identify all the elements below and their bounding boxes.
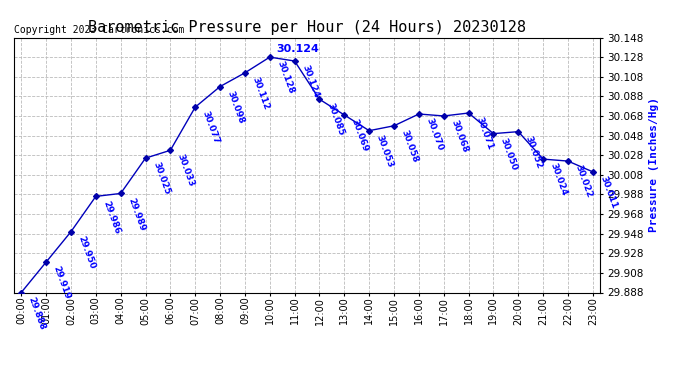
Text: 30.011: 30.011 [598, 175, 619, 210]
Text: 29.888: 29.888 [27, 295, 47, 331]
Text: 30.024: 30.024 [549, 162, 569, 197]
Text: 30.068: 30.068 [449, 119, 469, 154]
Text: 30.069: 30.069 [350, 118, 370, 153]
Text: 29.950: 29.950 [77, 234, 97, 270]
Text: 29.986: 29.986 [101, 199, 121, 235]
Text: 30.071: 30.071 [474, 116, 495, 151]
Text: 30.025: 30.025 [151, 161, 171, 196]
Text: 30.098: 30.098 [226, 89, 246, 125]
Text: 30.070: 30.070 [424, 117, 444, 152]
Text: 30.085: 30.085 [325, 102, 345, 138]
Title: Barometric Pressure per Hour (24 Hours) 20230128: Barometric Pressure per Hour (24 Hours) … [88, 20, 526, 35]
Text: 30.124: 30.124 [300, 64, 320, 99]
Text: 30.053: 30.053 [375, 134, 395, 169]
Text: 30.077: 30.077 [201, 110, 221, 146]
Text: 30.128: 30.128 [275, 60, 295, 95]
Text: 29.919: 29.919 [52, 265, 72, 301]
Text: 30.022: 30.022 [573, 164, 594, 199]
Text: Copyright 2023 Cartronics.com: Copyright 2023 Cartronics.com [14, 25, 184, 35]
Text: 30.050: 30.050 [499, 136, 519, 172]
Text: 29.989: 29.989 [126, 196, 147, 232]
Y-axis label: Pressure (Inches/Hg): Pressure (Inches/Hg) [649, 98, 660, 232]
Text: 30.033: 30.033 [176, 153, 196, 189]
Text: 30.124: 30.124 [277, 44, 319, 54]
Text: 30.058: 30.058 [400, 129, 420, 164]
Text: 30.052: 30.052 [524, 134, 544, 170]
Text: 30.112: 30.112 [250, 76, 270, 111]
